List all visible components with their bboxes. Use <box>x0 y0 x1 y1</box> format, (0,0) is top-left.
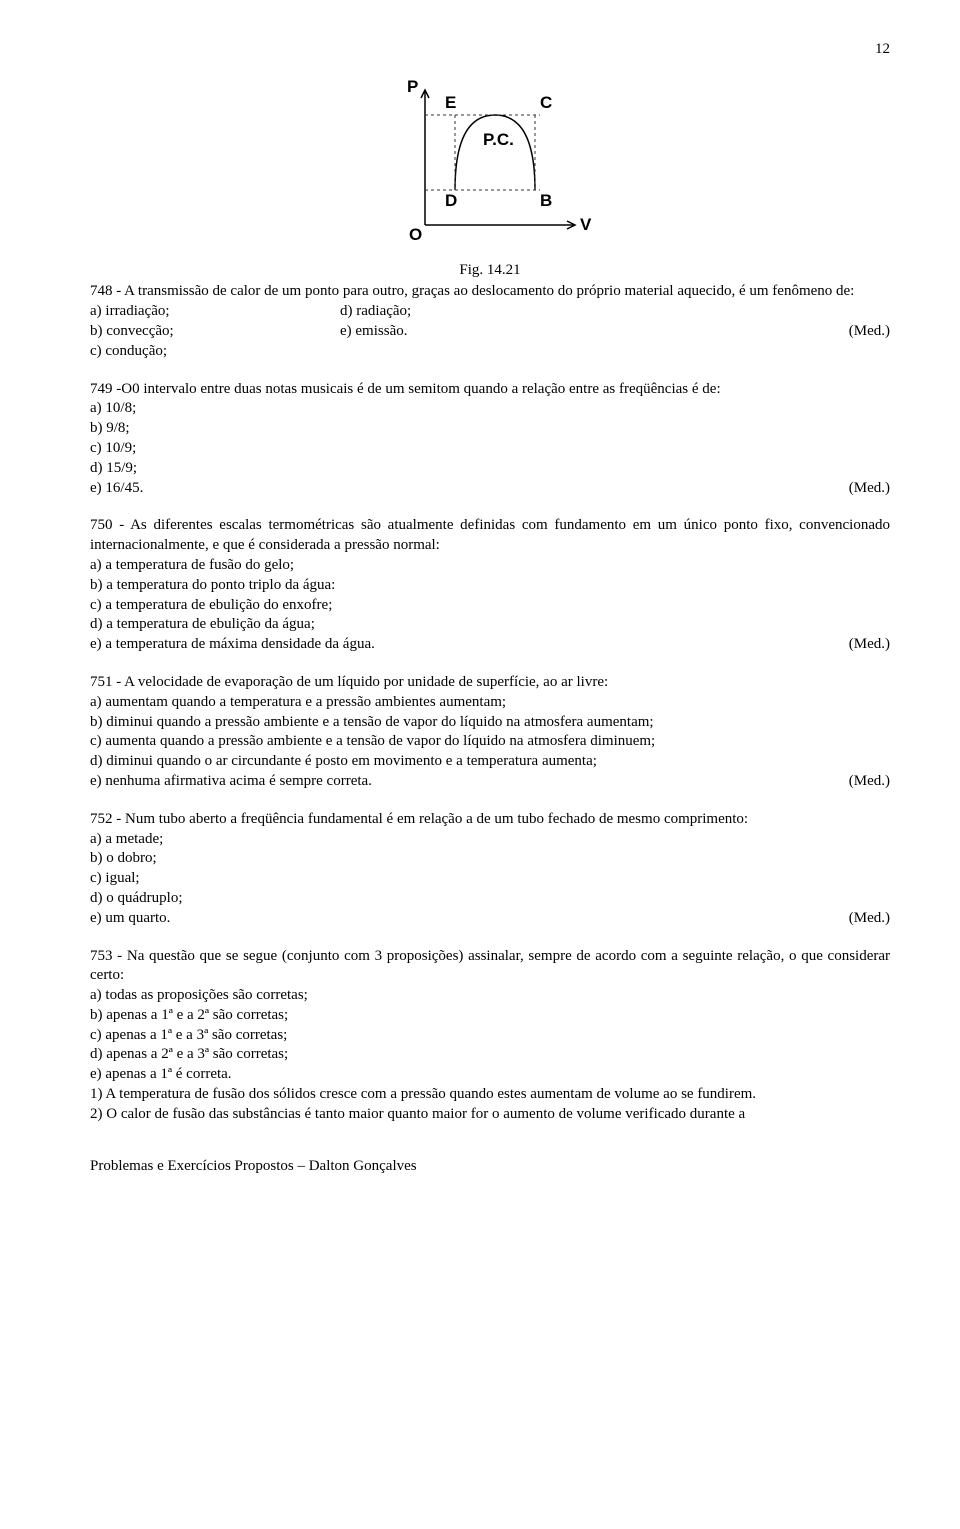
proposition-2: 2) O calor de fusão das substâncias é ta… <box>90 1105 890 1125</box>
option-b: b) 9/8; <box>90 419 890 439</box>
point-label-e: E <box>445 93 456 112</box>
option-d: d) o quádruplo; <box>90 889 890 909</box>
option-d: d) radiação; <box>340 302 890 322</box>
option-e: e) nenhuma afirmativa acima é sempre cor… <box>90 772 372 792</box>
figure-caption: Fig. 14.21 <box>90 261 890 281</box>
question-stem: 750 - As diferentes escalas termométrica… <box>90 516 890 556</box>
point-label-d: D <box>445 191 457 210</box>
source-tag: (Med.) <box>829 322 890 342</box>
option-d: d) a temperatura de ebulição da água; <box>90 615 890 635</box>
option-c: c) aumenta quando a pressão ambiente e a… <box>90 732 890 752</box>
source-tag: (Med.) <box>829 479 890 499</box>
option-e: e) emissão. <box>340 322 407 342</box>
pv-diagram: P E C P.C. D B O V <box>90 70 890 257</box>
question-750: 750 - As diferentes escalas termométrica… <box>90 516 890 655</box>
point-label-b: B <box>540 191 552 210</box>
question-748: 748 - A transmissão de calor de um ponto… <box>90 282 890 361</box>
option-d: d) apenas a 2ª e a 3ª são corretas; <box>90 1045 890 1065</box>
option-a: a) 10/8; <box>90 399 890 419</box>
question-752: 752 - Num tubo aberto a freqüência funda… <box>90 810 890 929</box>
axis-label-p: P <box>407 77 418 96</box>
source-tag: (Med.) <box>829 635 890 655</box>
option-e: e) 16/45. <box>90 479 143 499</box>
option-a: a) todas as proposições são corretas; <box>90 986 890 1006</box>
option-e: e) apenas a 1ª é correta. <box>90 1065 890 1085</box>
question-stem: 753 - Na questão que se segue (conjunto … <box>90 947 890 987</box>
option-c: c) 10/9; <box>90 439 890 459</box>
option-b: b) o dobro; <box>90 849 890 869</box>
point-label-pc: P.C. <box>483 130 514 149</box>
source-tag: (Med.) <box>829 772 890 792</box>
page-number: 12 <box>90 40 890 60</box>
question-751: 751 - A velocidade de evaporação de um l… <box>90 673 890 792</box>
option-a: a) a temperatura de fusão do gelo; <box>90 556 890 576</box>
option-c: c) apenas a 1ª e a 3ª são corretas; <box>90 1026 890 1046</box>
question-749: 749 -O0 intervalo entre duas notas music… <box>90 380 890 499</box>
option-b: b) diminui quando a pressão ambiente e a… <box>90 713 890 733</box>
option-a: a) a metade; <box>90 830 890 850</box>
question-stem: 751 - A velocidade de evaporação de um l… <box>90 673 890 693</box>
question-stem: 749 -O0 intervalo entre duas notas music… <box>90 380 890 400</box>
question-753: 753 - Na questão que se segue (conjunto … <box>90 947 890 1125</box>
option-b: b) convecção; <box>90 322 340 342</box>
option-c: c) a temperatura de ebulição do enxofre; <box>90 596 890 616</box>
question-stem: 752 - Num tubo aberto a freqüência funda… <box>90 810 890 830</box>
question-stem: 748 - A transmissão de calor de um ponto… <box>90 282 890 302</box>
option-d: d) 15/9; <box>90 459 890 479</box>
option-a: a) aumentam quando a temperatura e a pre… <box>90 693 890 713</box>
option-a: a) irradiação; <box>90 302 340 322</box>
source-tag: (Med.) <box>829 909 890 929</box>
origin-label-o: O <box>409 225 422 244</box>
axis-label-v: V <box>580 215 592 234</box>
proposition-1: 1) A temperatura de fusão dos sólidos cr… <box>90 1085 890 1105</box>
option-c: c) condução; <box>90 342 890 362</box>
option-e: e) a temperatura de máxima densidade da … <box>90 635 375 655</box>
option-d: d) diminui quando o ar circundante é pos… <box>90 752 890 772</box>
page-footer: Problemas e Exercícios Propostos – Dalto… <box>90 1157 890 1177</box>
option-c: c) igual; <box>90 869 890 889</box>
option-b: b) a temperatura do ponto triplo da água… <box>90 576 890 596</box>
option-b: b) apenas a 1ª e a 2ª são corretas; <box>90 1006 890 1026</box>
point-label-c: C <box>540 93 552 112</box>
option-e: e) um quarto. <box>90 909 170 929</box>
